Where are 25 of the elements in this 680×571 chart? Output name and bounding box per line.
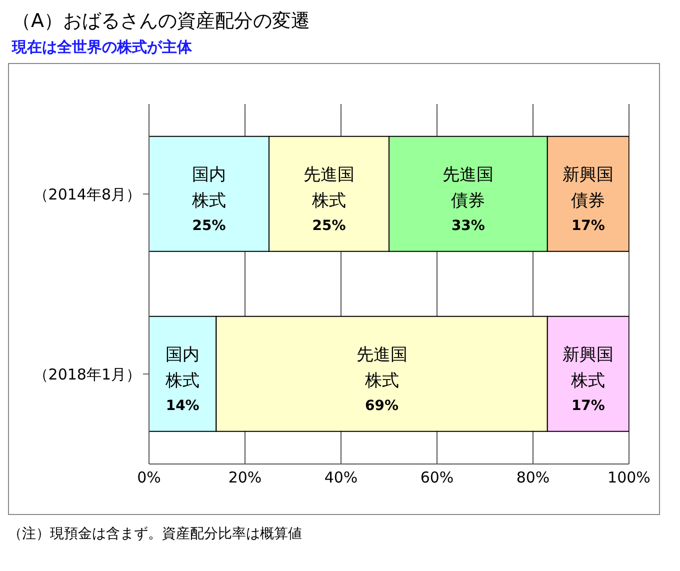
text: 国内株式 xyxy=(192,164,226,211)
y-tick-label: （2018年1月） xyxy=(33,365,141,384)
series-label: 先進国株式 xyxy=(304,164,354,211)
x-tick-label: 20% xyxy=(228,468,262,487)
chart-subtitle: 現在は全世界の株式が主体 xyxy=(12,38,193,57)
series-label: 新興国債券 xyxy=(562,164,614,211)
data-label: 17% xyxy=(571,398,605,414)
series-label: 国内株式 xyxy=(164,344,200,391)
x-tick-label: 60% xyxy=(420,468,454,487)
series-label: 先進国債券 xyxy=(442,164,494,211)
x-tick-label: 40% xyxy=(324,468,358,487)
x-tick-label: 100% xyxy=(608,468,650,487)
data-label: 17% xyxy=(571,218,605,234)
x-tick-label: 80% xyxy=(516,468,550,487)
data-label: 25% xyxy=(312,218,346,234)
data-label: 69% xyxy=(365,398,399,414)
series-label: 新興国株式 xyxy=(562,344,614,391)
y-tick-label: （2014年8月） xyxy=(33,185,141,204)
x-tick-label: 0% xyxy=(137,468,161,487)
text: 先進国株式 xyxy=(356,344,408,391)
chart-title: （A）おばるさんの資産配分の変遷 xyxy=(12,9,311,34)
data-label: 25% xyxy=(192,218,226,234)
data-label: 33% xyxy=(451,218,485,234)
text: （注）現預金は含まず。資産配分比率は概算値 xyxy=(8,525,303,543)
data-label: 14% xyxy=(166,398,200,414)
